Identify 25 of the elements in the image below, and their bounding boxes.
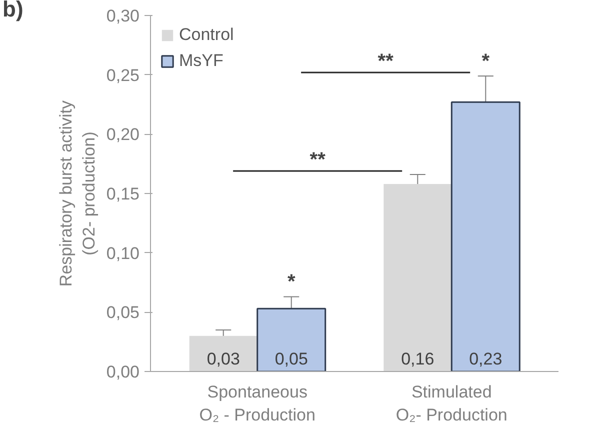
x-tick-label: Spontaneous O₂ - Production <box>199 382 316 424</box>
annotation: ** <box>378 50 394 72</box>
legend-label: MsYF <box>179 51 224 71</box>
y-tick-label: 0,10 <box>106 244 140 263</box>
y-tick-label: 0,25 <box>106 66 140 85</box>
data-label: 0,16 <box>401 349 434 368</box>
x-tick-label: Stimulated O₂- Production <box>396 382 508 424</box>
data-label: 0,05 <box>274 349 308 368</box>
bar <box>450 101 520 372</box>
bar <box>189 336 258 372</box>
y-tick-label: 0,15 <box>106 184 140 204</box>
bar <box>384 184 452 372</box>
annotation: * <box>287 271 296 294</box>
y-tick-label: 0,05 <box>106 303 140 322</box>
annotation: ** <box>310 148 326 171</box>
bar <box>256 308 326 372</box>
text: b) <box>2 0 24 22</box>
legend-label: Control <box>179 25 234 45</box>
annotation: * <box>482 50 490 72</box>
y-axis-title: Respiratory burst activity (O2- production) <box>56 100 98 287</box>
y-tick-label: 0,20 <box>106 125 140 144</box>
y-tick-label: 0,00 <box>106 362 140 382</box>
data-label: 0,03 <box>206 349 240 368</box>
y-tick-label: 0,30 <box>106 6 140 26</box>
data-label: 0,23 <box>469 349 502 368</box>
